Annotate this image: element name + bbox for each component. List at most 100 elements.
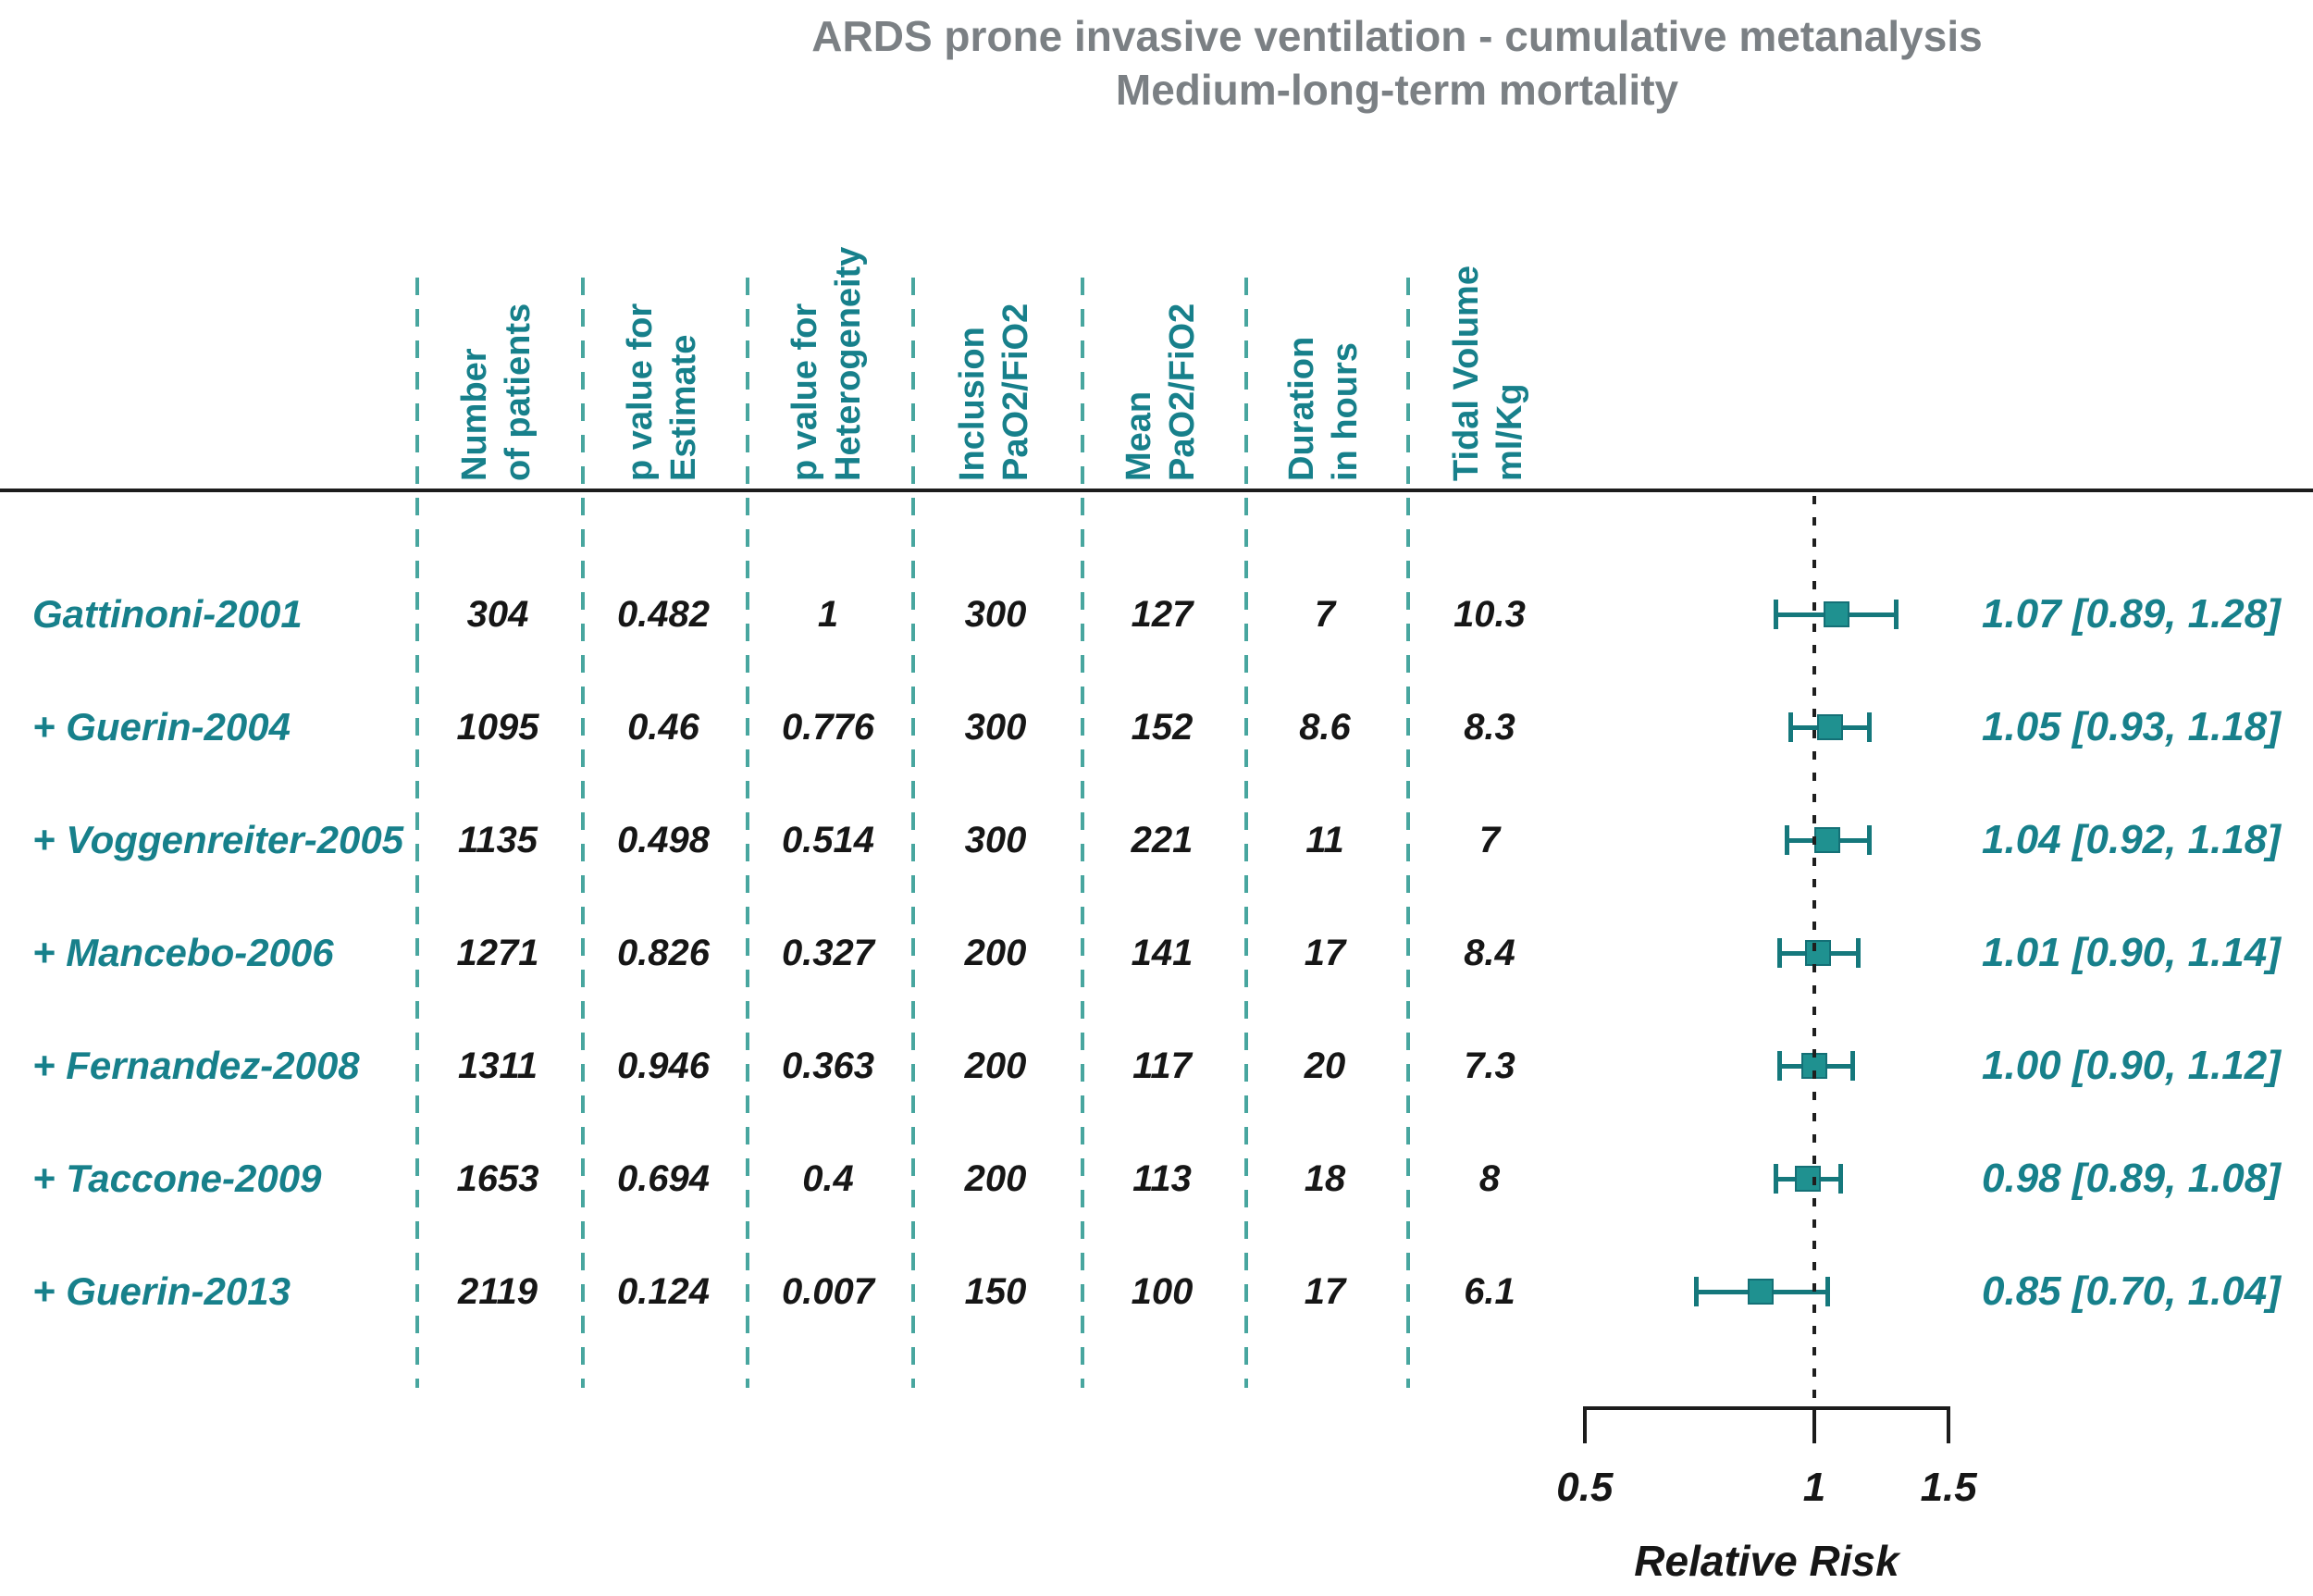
estimate-label: 1.05 [0.93, 1.18] bbox=[1982, 704, 2281, 749]
axis-line bbox=[1584, 1406, 1949, 1410]
column-separator-4 bbox=[911, 278, 915, 1388]
forest-point-estimate bbox=[1824, 601, 1850, 627]
reference-line-rr1 bbox=[1812, 496, 1816, 1412]
cell-mean_pao2_fio2: 113 bbox=[1132, 1158, 1192, 1199]
cell-tidal_volume_ml_kg: 8 bbox=[1478, 1158, 1501, 1199]
cell-tidal_volume_ml_kg: 8.3 bbox=[1464, 707, 1515, 748]
cell-p_estimate: 0.124 bbox=[616, 1271, 711, 1312]
cell-n_patients: 1311 bbox=[457, 1045, 538, 1086]
cell-inclusion_pao2_fio2: 300 bbox=[964, 820, 1027, 860]
column-header-p_heterogeneity: p value for Heterogeneity bbox=[785, 246, 868, 481]
cell-p_estimate: 0.482 bbox=[616, 594, 711, 635]
cell-inclusion_pao2_fio2: 200 bbox=[964, 1045, 1027, 1086]
column-separator-1 bbox=[415, 278, 419, 1388]
study-label: + Guerin-2013 bbox=[32, 1269, 291, 1313]
cell-n_patients: 1271 bbox=[456, 933, 539, 973]
estimate-label: 1.07 [0.89, 1.28] bbox=[1982, 591, 2281, 637]
forest-ci-cap-high bbox=[1867, 825, 1873, 855]
cell-p_heterogeneity: 0.363 bbox=[781, 1045, 875, 1086]
column-header-n_patients: Number of patients bbox=[455, 303, 538, 481]
column-separator-2 bbox=[581, 278, 585, 1388]
forest-ci-cap-low bbox=[1774, 1164, 1779, 1194]
cell-duration_hours: 20 bbox=[1304, 1045, 1346, 1086]
cell-tidal_volume_ml_kg: 6.1 bbox=[1464, 1271, 1515, 1312]
cell-duration_hours: 11 bbox=[1305, 820, 1344, 860]
estimate-label: 1.04 [0.92, 1.18] bbox=[1982, 817, 2281, 862]
cell-mean_pao2_fio2: 127 bbox=[1131, 594, 1194, 635]
cell-inclusion_pao2_fio2: 200 bbox=[964, 933, 1027, 973]
table-top-rule bbox=[0, 489, 2313, 492]
column-header-mean_pao2_fio2: Mean PaO2/FiO2 bbox=[1119, 303, 1202, 481]
cell-p_estimate: 0.826 bbox=[616, 933, 711, 973]
chart-title-line-1: ARDS prone invasive ventilation - cumula… bbox=[811, 12, 1983, 60]
cell-duration_hours: 8.6 bbox=[1299, 707, 1351, 748]
column-separator-5 bbox=[1081, 278, 1084, 1388]
cell-p_heterogeneity: 0.327 bbox=[781, 933, 875, 973]
forest-point-estimate bbox=[1814, 827, 1841, 853]
chart-title-line-2: Medium-long-term mortality bbox=[1115, 66, 1679, 114]
cell-p_estimate: 0.946 bbox=[616, 1045, 711, 1086]
cell-mean_pao2_fio2: 152 bbox=[1131, 707, 1194, 748]
cell-inclusion_pao2_fio2: 150 bbox=[964, 1271, 1027, 1312]
cell-duration_hours: 7 bbox=[1314, 594, 1336, 635]
axis-label: Relative Risk bbox=[1634, 1537, 1899, 1585]
cell-n_patients: 1135 bbox=[457, 820, 538, 860]
forest-ci-cap-low bbox=[1694, 1277, 1700, 1306]
cell-inclusion_pao2_fio2: 200 bbox=[964, 1158, 1027, 1199]
axis-tick-label: 1.5 bbox=[1920, 1465, 1977, 1510]
study-label: + Fernandez-2008 bbox=[32, 1044, 360, 1087]
forest-ci-cap-low bbox=[1785, 825, 1790, 855]
estimate-label: 1.01 [0.90, 1.14] bbox=[1982, 930, 2281, 975]
cell-p_estimate: 0.498 bbox=[616, 820, 711, 860]
column-separator-7 bbox=[1406, 278, 1410, 1388]
forest-ci-cap-low bbox=[1777, 1051, 1783, 1081]
estimate-label: 1.00 [0.90, 1.12] bbox=[1982, 1043, 2281, 1088]
cell-p_heterogeneity: 1 bbox=[817, 594, 839, 635]
study-label: Gattinoni-2001 bbox=[32, 592, 303, 636]
forest-ci-cap-high bbox=[1855, 938, 1861, 968]
cell-tidal_volume_ml_kg: 7.3 bbox=[1464, 1045, 1515, 1086]
cell-n_patients: 2119 bbox=[457, 1271, 538, 1312]
column-header-tidal_volume_ml_kg: Tidal Volume ml/Kg bbox=[1447, 266, 1529, 481]
cell-mean_pao2_fio2: 117 bbox=[1132, 1045, 1192, 1086]
forest-ci-cap-low bbox=[1777, 938, 1783, 968]
forest-ci-cap-low bbox=[1788, 712, 1794, 742]
cell-n_patients: 1095 bbox=[456, 707, 539, 748]
cell-p_estimate: 0.46 bbox=[627, 707, 699, 748]
cell-duration_hours: 17 bbox=[1304, 933, 1346, 973]
forest-point-estimate bbox=[1794, 1166, 1821, 1192]
forest-ci-cap-high bbox=[1837, 1164, 1843, 1194]
cell-p_heterogeneity: 0.514 bbox=[781, 820, 875, 860]
forest-point-estimate bbox=[1817, 714, 1844, 740]
cell-mean_pao2_fio2: 141 bbox=[1131, 933, 1194, 973]
study-label: + Mancebo-2006 bbox=[32, 931, 334, 974]
cell-tidal_volume_ml_kg: 10.3 bbox=[1453, 594, 1526, 635]
cell-inclusion_pao2_fio2: 300 bbox=[964, 707, 1027, 748]
study-label: + Guerin-2004 bbox=[32, 705, 291, 749]
forest-ci-cap-high bbox=[1867, 712, 1873, 742]
forest-point-estimate bbox=[1747, 1279, 1774, 1305]
cell-n_patients: 304 bbox=[466, 594, 529, 635]
cell-p_heterogeneity: 0.776 bbox=[781, 707, 875, 748]
cell-tidal_volume_ml_kg: 8.4 bbox=[1464, 933, 1515, 973]
cell-n_patients: 1653 bbox=[456, 1158, 539, 1199]
forest-ci-cap-high bbox=[1825, 1277, 1831, 1306]
cell-duration_hours: 18 bbox=[1304, 1158, 1346, 1199]
forest-ci-cap-low bbox=[1774, 600, 1779, 629]
column-separator-6 bbox=[1244, 278, 1248, 1388]
cell-inclusion_pao2_fio2: 300 bbox=[964, 594, 1027, 635]
axis-tick-0.5 bbox=[1582, 1406, 1587, 1443]
forest-point-estimate bbox=[1804, 940, 1831, 966]
cell-mean_pao2_fio2: 221 bbox=[1131, 820, 1194, 860]
forest-ci-cap-high bbox=[1894, 600, 1899, 629]
cell-p_heterogeneity: 0.007 bbox=[781, 1271, 875, 1312]
cell-mean_pao2_fio2: 100 bbox=[1131, 1271, 1194, 1312]
study-label: + Voggenreiter-2005 bbox=[32, 818, 404, 861]
axis-tick-label: 1 bbox=[1802, 1465, 1826, 1510]
axis-tick-1.5 bbox=[1947, 1406, 1951, 1443]
estimate-label: 0.85 [0.70, 1.04] bbox=[1982, 1268, 2281, 1314]
column-header-duration_hours: Duration in hours bbox=[1282, 336, 1365, 481]
axis-tick-1 bbox=[1812, 1406, 1816, 1443]
forest-ci-cap-high bbox=[1849, 1051, 1855, 1081]
